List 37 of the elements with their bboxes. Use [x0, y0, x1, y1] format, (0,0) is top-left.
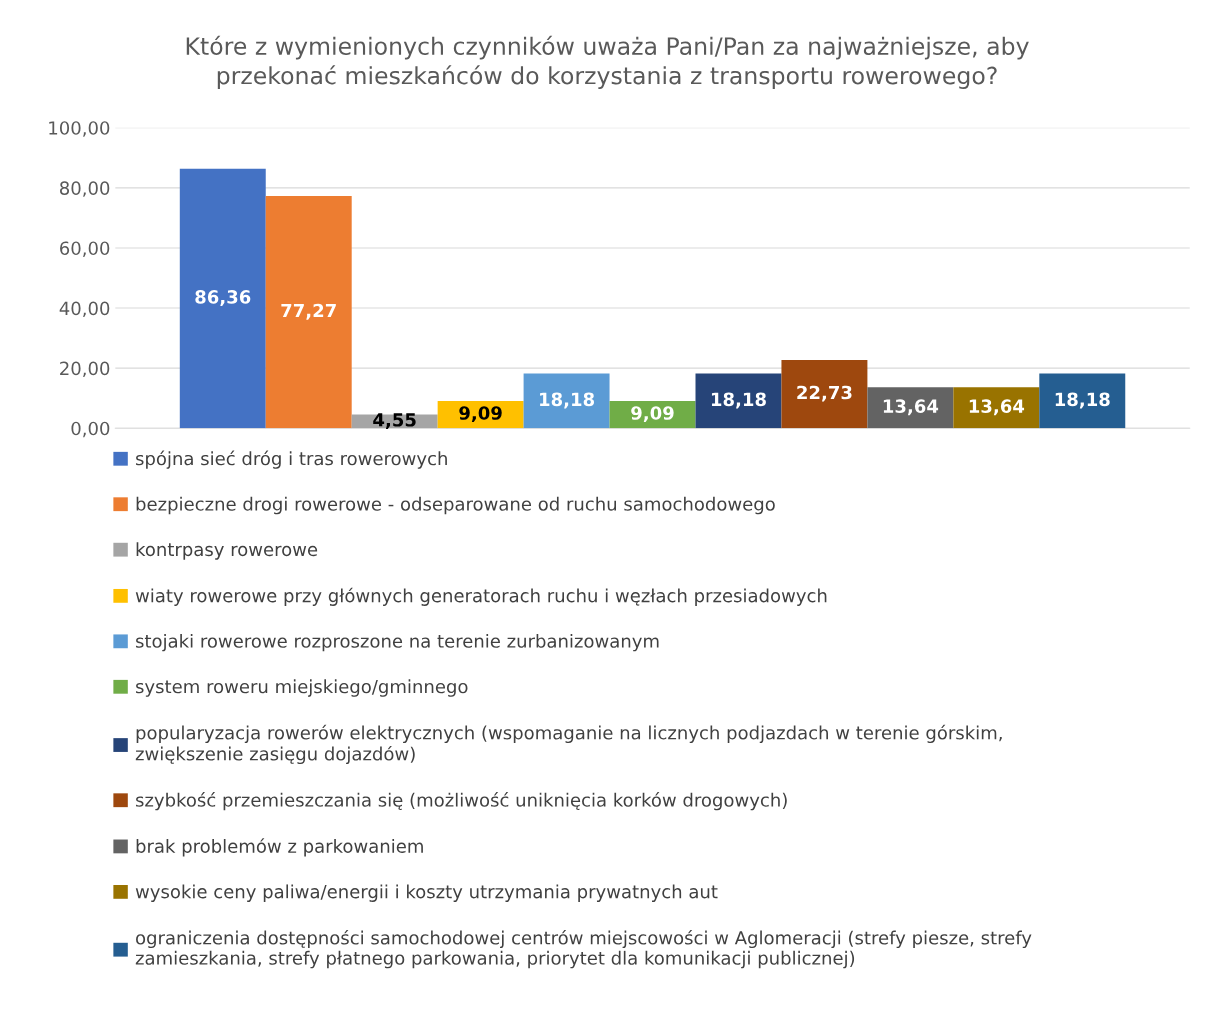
y-tick-label: 40,00 [59, 301, 110, 317]
legend-label: brak problemów z parkowaniem [136, 838, 423, 857]
bar [867, 387, 954, 429]
y-tick-label: 0,00 [71, 421, 110, 438]
legend-label: spójna sieć dróg i tras rowerowych [136, 450, 447, 469]
y-tick-label: 60,00 [60, 241, 110, 257]
bar [695, 373, 782, 429]
data-label: 4,55 [373, 413, 416, 429]
data-label: 13,64 [883, 399, 939, 416]
y-tick-label: 100,00 [49, 121, 110, 137]
data-label: 18,18 [711, 392, 766, 409]
data-label: 77,27 [281, 303, 336, 320]
chart-title: Które z wymienionych czynników uważa Pani/Pan za najważniejsze, aby przekonać mieszkańców do korzystania z transportu rowerowego? [186, 35, 1029, 90]
bar [781, 359, 868, 429]
legend-label: ograniczenia dostępności samochodowej centrów miejscowości w Aglomeracji (strefy piesze, strefy zamieszkania, strefy płatnego parkowania, priorytet dla komunikacji publicznej) [135, 929, 1032, 969]
legend-label: bezpieczne drogi rowerowe - odseparowane od ruchu samochodowego [136, 496, 775, 515]
y-tick-label: 20,00 [60, 361, 110, 378]
legend-label: popularyzacja rowerów elektrycznych (wspomaganie na licznych podjazdach w terenie górskim, zwiększenie zasięgu dojazdów) [135, 724, 1002, 765]
data-label: 9,09 [459, 406, 502, 423]
data-label: 86,36 [195, 290, 251, 307]
y-tick-label: 80,00 [60, 181, 110, 197]
data-label: 18,18 [1055, 392, 1110, 409]
legend-label: stojaki rowerowe rozproszone na terenie zurbanizowanym [136, 633, 659, 652]
data-label: 13,64 [969, 399, 1025, 416]
bar [953, 387, 1040, 429]
bar [179, 168, 266, 429]
data-label: 18,18 [540, 392, 595, 409]
legend-label: szybkość przemieszczania się (możliwość uniknięcia korków drogowych) [136, 792, 787, 811]
data-label: 9,09 [631, 406, 674, 423]
legend-label: wysokie ceny paliwa/energii i koszty utrzymania prywatnych aut [135, 884, 718, 902]
bar [523, 373, 610, 429]
legend-label: wiaty rowerowe przy głównych generatorach ruchu i węzłach przesiadowych [135, 587, 827, 606]
legend-label: system roweru miejskiego/gminnego [136, 679, 468, 697]
bar [265, 196, 352, 429]
bar [1039, 373, 1126, 429]
data-label: 22,73 [797, 385, 852, 402]
legend-label: kontrpasy rowerowe [136, 542, 318, 560]
